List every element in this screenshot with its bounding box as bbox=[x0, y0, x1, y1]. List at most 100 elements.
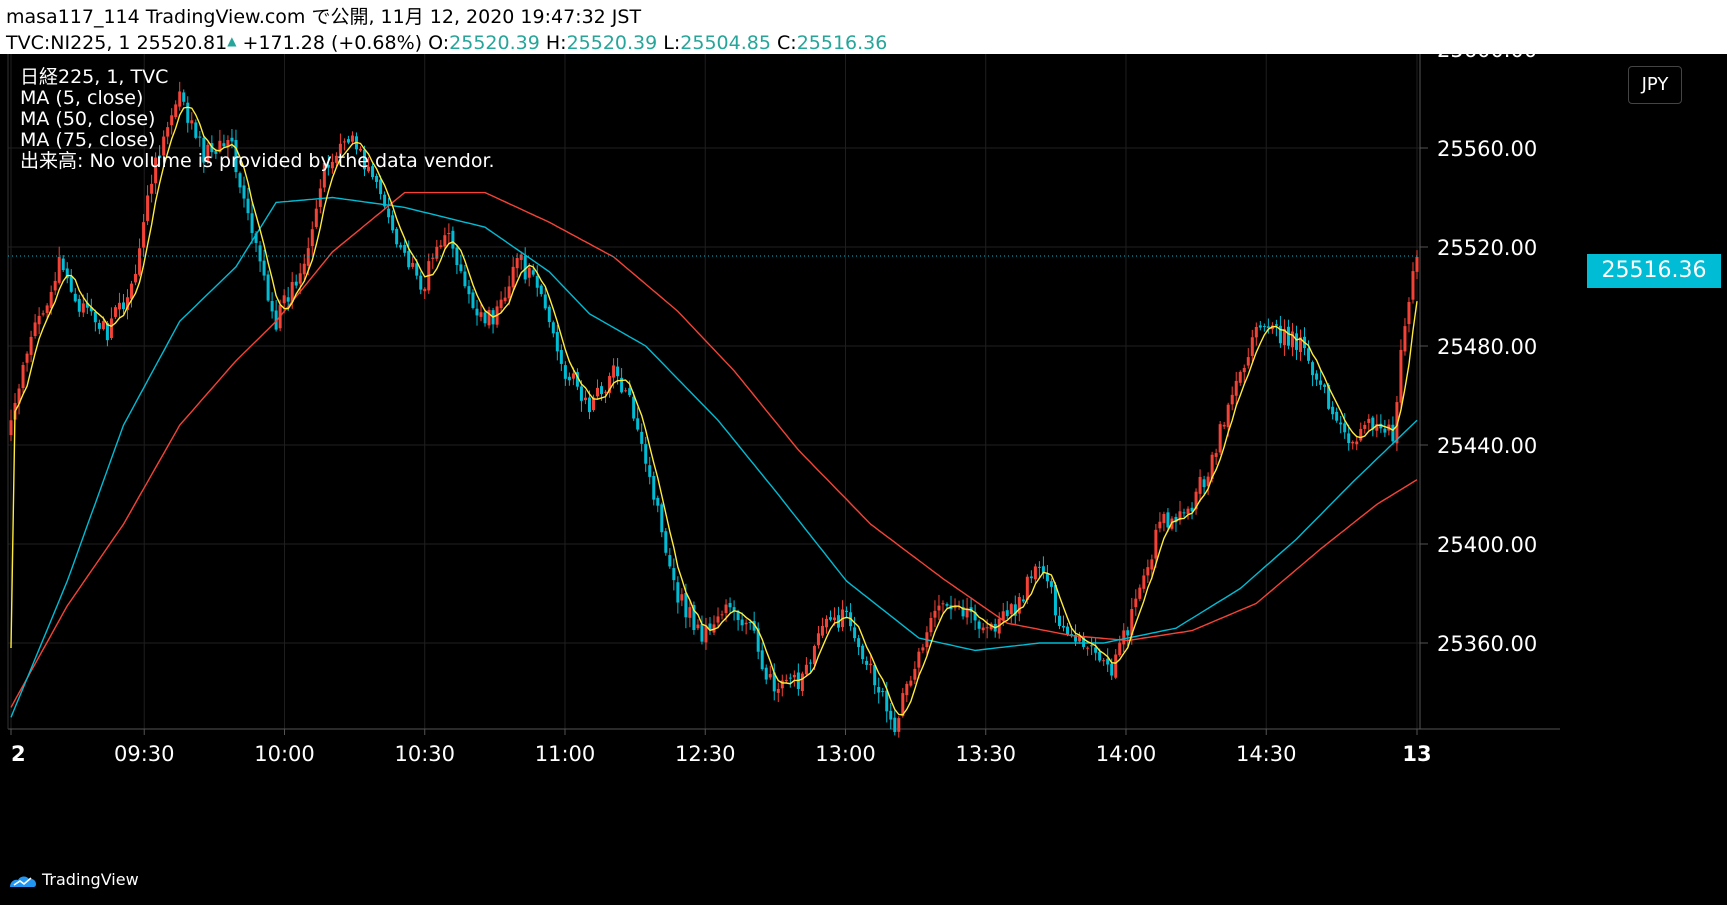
candle-body bbox=[861, 645, 865, 660]
candle-body bbox=[57, 256, 61, 283]
close-value: 25516.36 bbox=[796, 32, 888, 54]
candle-body bbox=[1395, 402, 1399, 444]
candle-body bbox=[367, 166, 371, 172]
candle-body bbox=[1359, 428, 1363, 441]
candle-body bbox=[1206, 476, 1210, 487]
candle-body bbox=[1122, 630, 1126, 645]
current-price-tag: 25516.36 bbox=[1587, 254, 1721, 288]
candle-body bbox=[555, 332, 559, 352]
candle-body bbox=[230, 137, 234, 142]
ma75-line bbox=[10, 191, 1418, 708]
candle-body bbox=[487, 309, 491, 326]
candle-body bbox=[439, 245, 443, 248]
x-tick-label: 14:30 bbox=[1236, 742, 1297, 766]
candle-body bbox=[1286, 326, 1290, 346]
candle-body bbox=[784, 679, 788, 682]
x-tick-label: 2 bbox=[11, 742, 26, 766]
candle-body bbox=[17, 388, 21, 404]
candle-body bbox=[981, 627, 985, 631]
candle-body bbox=[889, 710, 893, 720]
tradingview-logo[interactable]: TradingView bbox=[8, 870, 139, 889]
candle-body bbox=[1214, 453, 1218, 457]
candle-body bbox=[1218, 424, 1222, 453]
candle-body bbox=[1102, 660, 1106, 662]
up-arrow-icon: ▲ bbox=[227, 34, 237, 48]
candle-body bbox=[1319, 380, 1323, 385]
candle-body bbox=[9, 420, 13, 436]
candle-body bbox=[29, 336, 33, 355]
candle-body bbox=[270, 301, 274, 312]
candle-body bbox=[551, 322, 555, 334]
candle-body bbox=[776, 688, 780, 693]
candle-body bbox=[700, 624, 704, 642]
candle-body bbox=[383, 194, 387, 207]
candle-body bbox=[764, 667, 768, 680]
candle-body bbox=[708, 623, 712, 631]
low-value: 25504.85 bbox=[680, 32, 771, 54]
candle-body bbox=[134, 273, 138, 283]
candle-body bbox=[101, 321, 105, 330]
candle-body bbox=[1066, 626, 1070, 635]
candle-body bbox=[1226, 404, 1230, 428]
candle-body bbox=[780, 680, 784, 689]
candle-body bbox=[1403, 326, 1407, 352]
price-chart[interactable]: 25600.00 25560.00 25520.00 25480.00 25440.00… bbox=[0, 54, 1727, 860]
ma50-line bbox=[10, 196, 1418, 718]
candle-body bbox=[1202, 479, 1206, 488]
candle-body bbox=[515, 257, 519, 269]
chart-legend: 日経225, 1, TVC MA (5, close) MA (50, clos… bbox=[20, 67, 495, 172]
candle-body bbox=[636, 418, 640, 430]
candle-body bbox=[198, 136, 202, 138]
x-tick-label: 10:30 bbox=[394, 742, 455, 766]
candle-body bbox=[53, 280, 57, 291]
candle-body bbox=[234, 140, 238, 173]
candle-body bbox=[286, 297, 290, 302]
candle-body bbox=[1299, 337, 1303, 353]
candle-body bbox=[591, 397, 595, 411]
x-tick-label: 11:00 bbox=[535, 742, 596, 766]
brand-label: TradingView bbox=[42, 870, 139, 889]
candle-body bbox=[65, 268, 69, 279]
candle-body bbox=[800, 673, 804, 692]
candle-body bbox=[1367, 418, 1371, 423]
candle-body bbox=[1339, 422, 1343, 425]
candle-body bbox=[1106, 658, 1110, 665]
currency-button[interactable]: JPY bbox=[1628, 66, 1682, 104]
candle-body bbox=[130, 283, 134, 299]
candle-body bbox=[1194, 491, 1198, 510]
close-label: C: bbox=[777, 32, 797, 54]
candle-body bbox=[567, 376, 571, 381]
candle-body bbox=[652, 476, 656, 500]
candle-body bbox=[467, 286, 471, 295]
candle-body bbox=[1307, 348, 1311, 361]
candle-body bbox=[1154, 529, 1158, 559]
candle-body bbox=[628, 388, 632, 396]
candle-body bbox=[1057, 615, 1061, 627]
candle-body bbox=[41, 313, 45, 315]
candle-body bbox=[379, 179, 383, 195]
y-tick-label: 25400.00 bbox=[1437, 533, 1537, 557]
candle-body bbox=[1343, 423, 1347, 433]
candle-body bbox=[668, 555, 672, 567]
legend-title: 日経225, 1, TVC bbox=[20, 66, 169, 88]
candle-body bbox=[1094, 647, 1098, 653]
candle-body bbox=[1282, 329, 1286, 346]
candle-body bbox=[1274, 324, 1278, 326]
candle-body bbox=[154, 157, 158, 184]
candle-body bbox=[479, 312, 483, 317]
y-tick-label: 25360.00 bbox=[1437, 632, 1537, 656]
candle-body bbox=[772, 672, 776, 692]
candle-body bbox=[965, 608, 969, 618]
candle-body bbox=[97, 322, 101, 329]
candle-body bbox=[447, 233, 451, 235]
candle-body bbox=[756, 628, 760, 652]
candle-body bbox=[672, 568, 676, 581]
candle-body bbox=[358, 148, 362, 151]
candle-body bbox=[93, 312, 97, 323]
candle-body bbox=[828, 617, 832, 620]
candle-body bbox=[1335, 411, 1339, 421]
candle-body bbox=[792, 674, 796, 678]
y-tick-label: 25440.00 bbox=[1437, 434, 1537, 458]
candle-body bbox=[596, 387, 600, 397]
candle-body bbox=[371, 166, 375, 178]
